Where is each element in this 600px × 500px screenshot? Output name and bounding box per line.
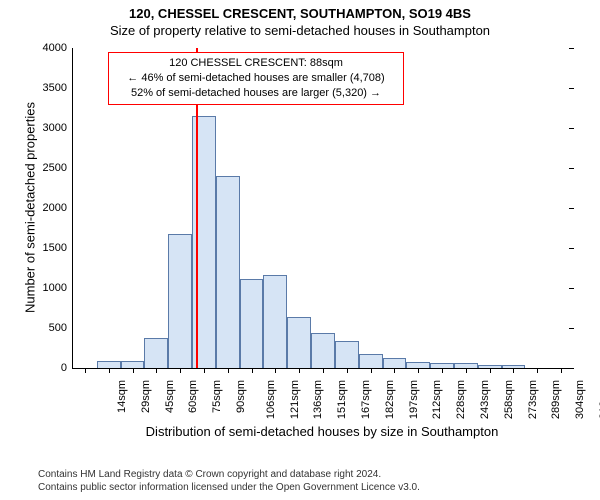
x-tick-label: 167sqm (360, 380, 372, 419)
y-tick-label: 3000 (43, 122, 73, 134)
histogram-bar (144, 338, 168, 368)
x-axis-label: Distribution of semi-detached houses by … (72, 424, 572, 439)
callout-line-3: 52% of semi-detached houses are larger (… (115, 86, 397, 101)
x-tick-mark (371, 368, 372, 373)
x-tick-label: 228sqm (455, 380, 467, 419)
histogram-bar (216, 176, 240, 368)
x-tick-mark (180, 368, 181, 373)
x-tick-label: 60sqm (187, 380, 199, 413)
y-axis-label: Number of semi-detached properties (23, 68, 38, 348)
title-address: 120, CHESSEL CRESCENT, SOUTHAMPTON, SO19… (0, 6, 600, 21)
footer-line-2: Contains public sector information licen… (38, 481, 420, 494)
x-tick-label: 304sqm (574, 380, 586, 419)
x-tick-mark (466, 368, 467, 373)
y-tick-mark (569, 168, 574, 169)
x-tick-mark (561, 368, 562, 373)
x-tick-label: 75sqm (211, 380, 223, 413)
histogram-bar (287, 317, 311, 368)
callout-line-2: ← 46% of semi-detached houses are smalle… (115, 71, 397, 86)
x-tick-label: 136sqm (313, 380, 325, 419)
callout-line-1: 120 CHESSEL CRESCENT: 88sqm (115, 56, 397, 71)
y-tick-label: 1500 (43, 242, 73, 254)
x-tick-mark (109, 368, 110, 373)
y-tick-mark (569, 88, 574, 89)
x-tick-mark (133, 368, 134, 373)
x-tick-label: 243sqm (479, 380, 491, 419)
x-tick-mark (156, 368, 157, 373)
x-tick-label: 90sqm (235, 380, 247, 413)
x-tick-mark (537, 368, 538, 373)
y-tick-label: 4000 (43, 42, 73, 54)
x-tick-label: 45sqm (164, 380, 176, 413)
x-tick-label: 151sqm (336, 380, 348, 419)
x-tick-label: 106sqm (265, 380, 277, 419)
x-tick-mark (394, 368, 395, 373)
x-tick-mark (442, 368, 443, 373)
x-tick-label: 182sqm (384, 380, 396, 419)
x-tick-mark (418, 368, 419, 373)
y-tick-mark (569, 248, 574, 249)
histogram-bar (121, 361, 145, 368)
y-tick-label: 2500 (43, 162, 73, 174)
x-tick-mark (513, 368, 514, 373)
histogram-bar (263, 275, 287, 368)
y-tick-mark (569, 328, 574, 329)
x-tick-mark (490, 368, 491, 373)
x-tick-mark (204, 368, 205, 373)
x-tick-mark (85, 368, 86, 373)
histogram-bar (311, 333, 335, 368)
x-tick-label: 121sqm (289, 380, 301, 419)
x-tick-label: 273sqm (527, 380, 539, 419)
y-tick-label: 500 (49, 322, 73, 334)
x-tick-mark (228, 368, 229, 373)
histogram-bar (168, 234, 192, 368)
x-tick-mark (347, 368, 348, 373)
x-tick-label: 197sqm (408, 380, 420, 419)
y-tick-label: 3500 (43, 82, 73, 94)
y-tick-mark (569, 288, 574, 289)
title-block: 120, CHESSEL CRESCENT, SOUTHAMPTON, SO19… (0, 0, 600, 38)
y-tick-mark (569, 128, 574, 129)
x-tick-mark (275, 368, 276, 373)
y-tick-label: 1000 (43, 282, 73, 294)
y-tick-mark (569, 48, 574, 49)
x-tick-label: 258sqm (503, 380, 515, 419)
footer-line-1: Contains HM Land Registry data © Crown c… (38, 468, 420, 481)
histogram-bar (97, 361, 121, 368)
footer-attribution: Contains HM Land Registry data © Crown c… (38, 468, 420, 494)
x-tick-mark (252, 368, 253, 373)
callout-box: 120 CHESSEL CRESCENT: 88sqm ← 46% of sem… (108, 52, 404, 105)
x-tick-mark (299, 368, 300, 373)
y-tick-label: 2000 (43, 202, 73, 214)
y-tick-mark (569, 368, 574, 369)
x-tick-mark (323, 368, 324, 373)
x-tick-label: 289sqm (551, 380, 563, 419)
y-tick-mark (569, 208, 574, 209)
x-tick-label: 14sqm (116, 380, 128, 413)
y-tick-label: 0 (61, 362, 73, 374)
title-subtitle: Size of property relative to semi-detach… (0, 23, 600, 38)
histogram-bar (383, 358, 407, 368)
x-tick-label: 212sqm (432, 380, 444, 419)
histogram-bar (240, 279, 264, 368)
x-tick-label: 29sqm (140, 380, 152, 413)
histogram-bar (359, 354, 383, 368)
histogram-bar (335, 341, 359, 368)
